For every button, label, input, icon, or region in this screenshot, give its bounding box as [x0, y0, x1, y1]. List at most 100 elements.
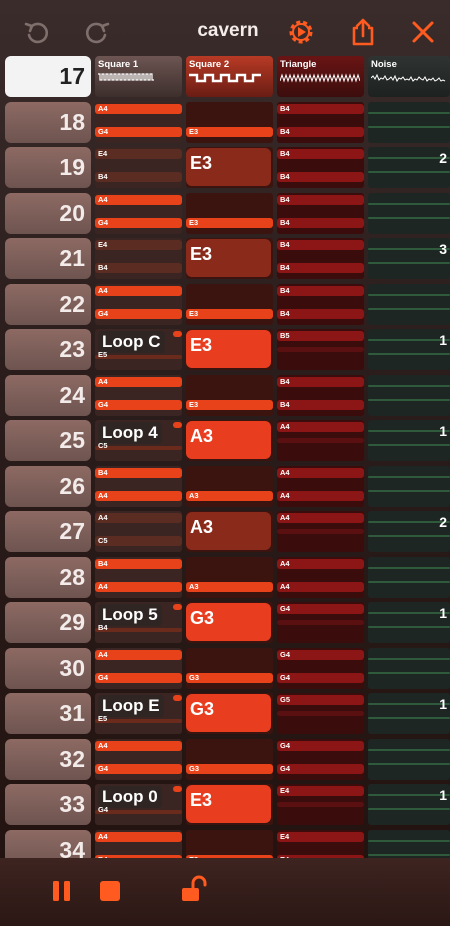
square2-note: A3	[190, 517, 214, 537]
square2-note: E3	[189, 399, 199, 409]
square2-note: E3	[189, 217, 199, 227]
triangle-lane	[277, 620, 364, 625]
square2-note-block[interactable]: A3	[186, 512, 271, 550]
triangle-note: E4	[280, 831, 290, 841]
noise-lane	[368, 171, 450, 173]
square2-note-block[interactable]: E3	[186, 785, 271, 823]
song-title: cavern	[197, 20, 259, 41]
square1-note: A4	[98, 490, 108, 500]
row-number-32[interactable]: 32	[5, 738, 91, 780]
noise-cell	[368, 693, 450, 734]
square2-note: G3	[189, 763, 200, 773]
noise-cell	[368, 647, 450, 689]
channel-header-square2[interactable]: Square 2	[186, 56, 273, 97]
square2-note-block[interactable]: G3	[186, 694, 271, 732]
square1-lane	[95, 740, 182, 751]
triangle-lane	[277, 240, 364, 250]
noise-value: 1	[439, 605, 447, 621]
square2-note-block[interactable]: E3	[186, 148, 271, 186]
square1-note: A4	[98, 376, 108, 386]
square2-note: G3	[190, 699, 215, 719]
unlock-icon[interactable]	[180, 875, 210, 908]
row-number-17[interactable]: 17	[5, 56, 91, 97]
noise-lane	[368, 839, 450, 842]
noise-cell	[368, 192, 450, 234]
triangle-note: A4	[280, 422, 290, 431]
row-number-20[interactable]: 20	[5, 192, 91, 234]
square1-lane	[95, 719, 182, 723]
row-number-18[interactable]: 18	[5, 101, 91, 143]
noise-lane	[368, 293, 450, 296]
square1-note: E4	[98, 149, 108, 158]
square1-lane	[173, 695, 182, 701]
gear-icon[interactable]	[283, 14, 319, 50]
triangle-note: G4	[280, 649, 291, 659]
square1-note: G4	[98, 672, 109, 682]
row-number-25[interactable]: 25	[5, 420, 91, 461]
row-number-26[interactable]: 26	[5, 465, 91, 507]
noise-cell	[368, 374, 450, 416]
row-number-31[interactable]: 31	[5, 693, 91, 734]
row-number-28[interactable]: 28	[5, 556, 91, 598]
noise-lane	[368, 717, 450, 719]
square2-note-block[interactable]: A3	[186, 421, 271, 459]
square1-lane	[95, 355, 182, 359]
square1-lane	[95, 149, 182, 159]
noise-cell	[368, 238, 450, 279]
square1-note: A4	[98, 513, 108, 522]
noise-value: 2	[439, 150, 447, 166]
undo-icon[interactable]	[18, 14, 54, 50]
square2-note-block[interactable]: E3	[186, 330, 271, 368]
noise-cell	[368, 511, 450, 552]
row-number-24[interactable]: 24	[5, 374, 91, 416]
row-number-29[interactable]: 29	[5, 602, 91, 643]
square1-note: B4	[98, 172, 108, 181]
square1-lane	[95, 649, 182, 660]
noise-lane	[368, 157, 450, 159]
share-icon[interactable]	[345, 14, 381, 50]
row-number-27[interactable]: 27	[5, 511, 91, 552]
triangle-lane	[277, 786, 364, 796]
loop-label: Loop E	[98, 695, 164, 717]
row-number-23[interactable]: 23	[5, 329, 91, 370]
row-number-21[interactable]: 21	[5, 238, 91, 279]
square2-note: E3	[189, 308, 199, 318]
triangle-note: B4	[280, 194, 290, 204]
triangle-lane	[277, 802, 364, 807]
channel-header-noise[interactable]: Noise	[368, 56, 450, 97]
triangle-note: B4	[280, 376, 290, 386]
noise-lane	[368, 853, 450, 856]
square1-note: G4	[98, 308, 109, 318]
channel-header-triangle[interactable]: Triangle	[277, 56, 364, 97]
square1-lane	[95, 240, 182, 250]
channel-label: Square 1	[98, 59, 139, 70]
noise-lane	[368, 111, 450, 114]
noise-cell	[368, 420, 450, 461]
row-number-22[interactable]: 22	[5, 283, 91, 325]
triangle-lane	[277, 695, 364, 705]
noise-value: 2	[439, 514, 447, 530]
square-wave-icon	[98, 73, 154, 81]
loop-label: Loop 4	[98, 422, 162, 444]
stop-icon[interactable]	[99, 880, 121, 907]
triangle-note: G4	[280, 672, 291, 682]
channel-header-square1[interactable]: Square 1	[95, 56, 182, 97]
square2-note-block[interactable]: G3	[186, 603, 271, 641]
row-number-33[interactable]: 33	[5, 784, 91, 825]
pause-icon[interactable]	[52, 880, 72, 907]
square2-note-block[interactable]: E3	[186, 239, 271, 277]
top-bar: cavern	[0, 0, 450, 58]
square2-note: A3	[189, 581, 199, 591]
row-number-30[interactable]: 30	[5, 647, 91, 689]
close-icon[interactable]	[405, 14, 441, 50]
row-number-19[interactable]: 19	[5, 147, 91, 188]
triangle-note: A4	[280, 558, 290, 568]
triangle-lane	[277, 126, 364, 137]
square1-note: C5	[98, 536, 108, 545]
redo-icon[interactable]	[80, 14, 116, 50]
square1-note: G4	[98, 126, 109, 136]
noise-cell	[368, 784, 450, 825]
square-wave-icon	[189, 73, 261, 83]
triangle-lane	[277, 529, 364, 534]
square2-lane	[186, 217, 273, 228]
